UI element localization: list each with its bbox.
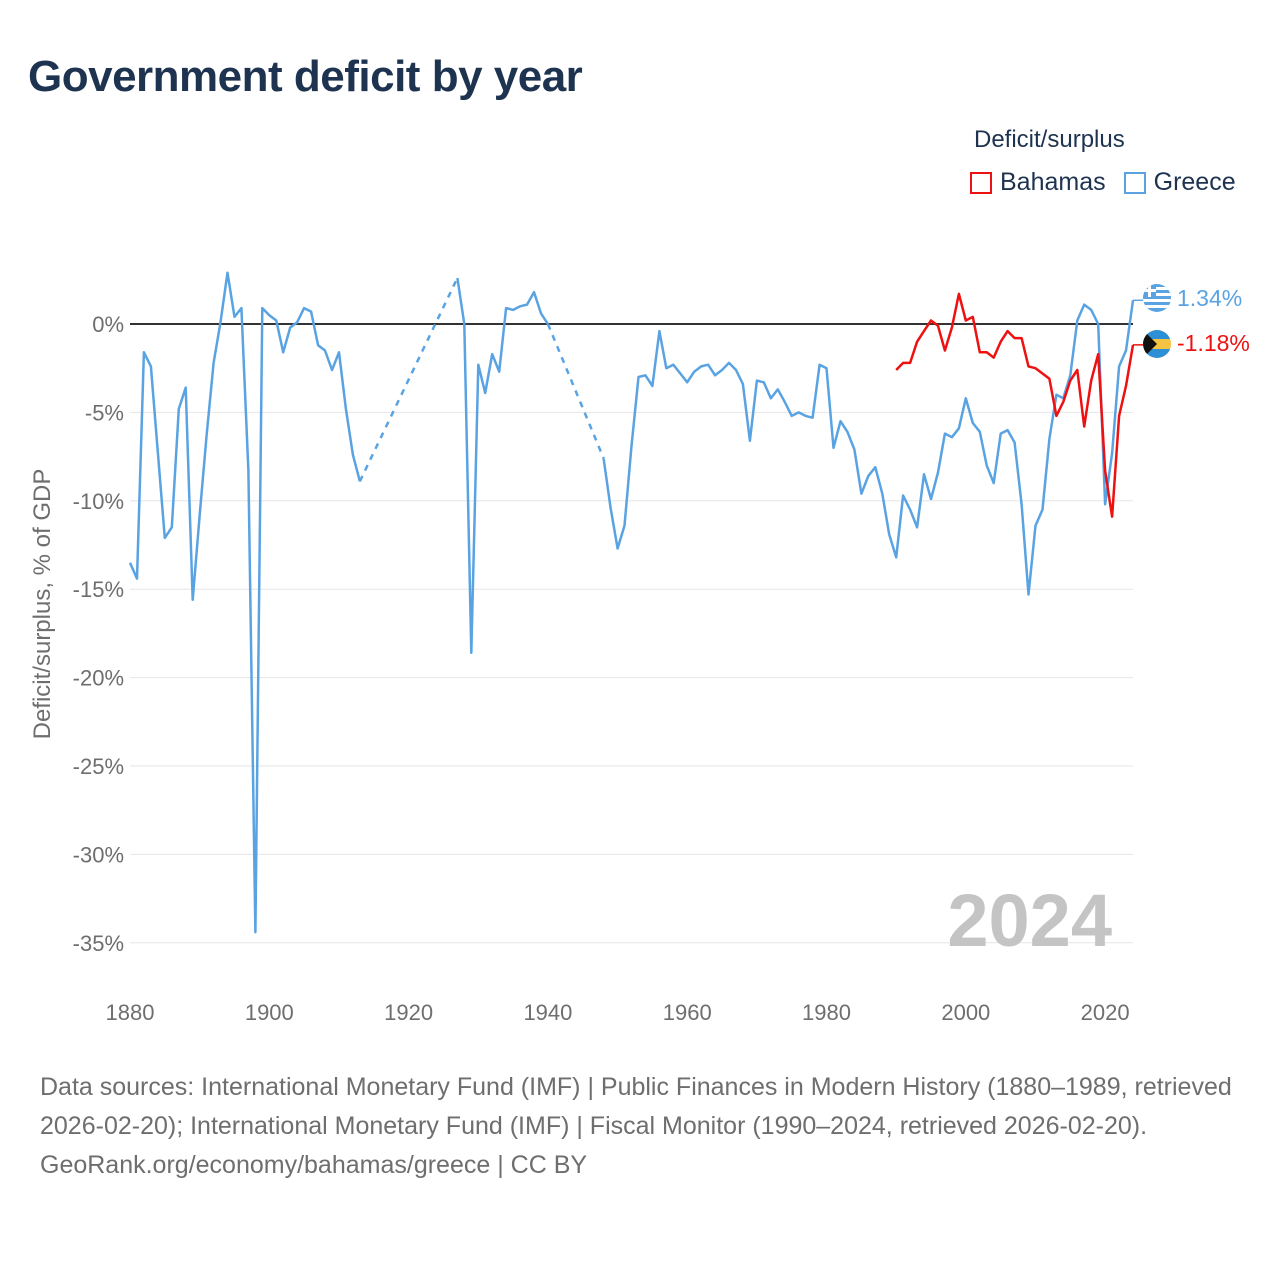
y-tick-label: -15% <box>73 577 124 602</box>
legend-swatch-bahamas <box>970 171 992 194</box>
x-tick-label: 1920 <box>384 1000 433 1025</box>
bahamas-series-line <box>895 292 1135 518</box>
x-tick-label: 1940 <box>523 1000 572 1025</box>
y-tick-label: -25% <box>73 754 124 779</box>
legend-label-greece: Greece <box>1153 168 1236 196</box>
greece-series-line <box>456 277 549 655</box>
greece-series-line <box>128 271 362 934</box>
x-tick-label: 2000 <box>941 1000 990 1025</box>
data-sources: Data sources: International Monetary Fun… <box>40 1073 1232 1140</box>
x-tick-label: 1960 <box>663 1000 712 1025</box>
legend-item-greece[interactable]: Greece <box>1123 168 1236 197</box>
line-chart: 0% -5% -10% -15% -20% -25% -30% -35% 1880 1900 19… <box>29 271 1250 1025</box>
greece-end-label: 1.34% <box>1177 285 1242 311</box>
greece-series-line <box>602 300 1135 596</box>
x-tick-label: 2020 <box>1081 1000 1130 1025</box>
page-title: Government deficit by year <box>28 52 583 101</box>
legend-label-bahamas: Bahamas <box>1000 168 1106 196</box>
footer: Data sources: International Monetary Fun… <box>40 1068 1240 1185</box>
y-tick-label: -5% <box>85 400 124 425</box>
x-tick-label: 1900 <box>245 1000 294 1025</box>
legend-title: Deficit/surplus <box>974 126 1125 153</box>
legend-swatch-greece <box>1123 171 1146 194</box>
greece-flag-icon <box>1143 284 1171 312</box>
y-tick-label: -30% <box>73 842 124 867</box>
legend: Deficit/surplus Bahamas Greece <box>970 126 1240 197</box>
y-tick-label: -20% <box>73 666 124 691</box>
bahamas-flag-icon <box>1143 330 1171 358</box>
legend-item-bahamas[interactable]: Bahamas <box>970 168 1106 197</box>
y-tick-label: -10% <box>73 489 124 514</box>
greece-gap-line <box>358 277 459 482</box>
y-axis-label: Deficit/surplus, % of GDP <box>29 469 56 740</box>
y-tick-label: 0% <box>92 312 124 337</box>
bahamas-end-label: -1.18% <box>1177 330 1250 356</box>
year-watermark: 2024 <box>947 879 1112 962</box>
greece-gap-line <box>546 323 605 459</box>
credit-link[interactable]: GeoRank.org/economy/bahamas/greece | CC … <box>40 1151 588 1179</box>
y-tick-label: -35% <box>73 931 124 956</box>
x-tick-label: 1880 <box>106 1000 155 1025</box>
x-tick-label: 1980 <box>802 1000 851 1025</box>
